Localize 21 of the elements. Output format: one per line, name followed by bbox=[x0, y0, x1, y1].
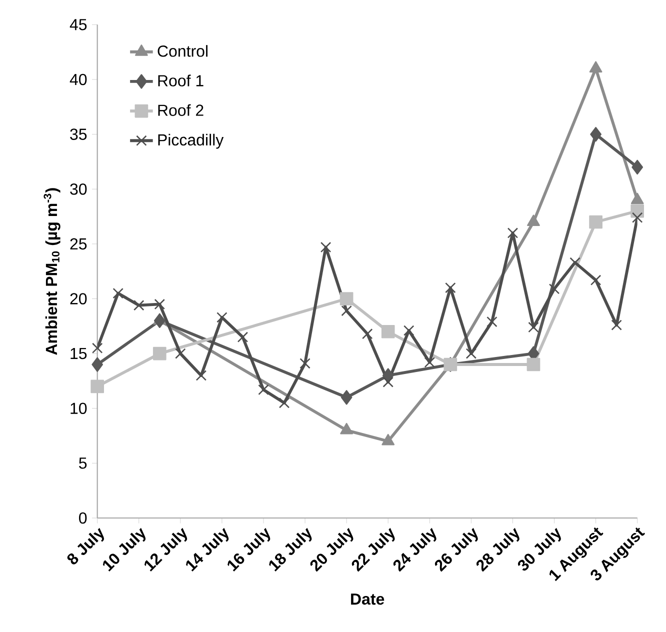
y-tick-label: 10 bbox=[70, 402, 87, 414]
y-tick-label: 20 bbox=[70, 293, 87, 304]
x-tick-label: 8 July bbox=[67, 528, 104, 564]
y-axis-title: Ambient PM$_{10}$ (µg m$^{-3}$) bbox=[44, 188, 60, 355]
y-tick-label: 45 bbox=[70, 19, 87, 30]
y-tick-label: 30 bbox=[70, 183, 87, 195]
x-tick-label: 14 July bbox=[186, 528, 229, 572]
y-tick-label: 0 bbox=[79, 512, 87, 524]
legend-label: Roof 1 bbox=[158, 74, 204, 86]
legend-label: Piccadilly bbox=[158, 134, 224, 149]
legend-label: Control bbox=[158, 45, 208, 57]
x-tick-label: 12 July bbox=[144, 528, 188, 572]
y-tick-label: 25 bbox=[70, 238, 87, 250]
x-tick-label: 10 July bbox=[102, 528, 146, 572]
y-tick-label: 40 bbox=[70, 74, 87, 86]
legend-label: Roof 2 bbox=[158, 104, 204, 116]
y-tick-label: 35 bbox=[70, 128, 87, 140]
x-tick-label: 16 July bbox=[228, 528, 270, 572]
y-tick-label: 5 bbox=[79, 458, 87, 469]
x-axis-title: Date bbox=[351, 594, 384, 605]
y-tick-label: 15 bbox=[70, 348, 87, 360]
